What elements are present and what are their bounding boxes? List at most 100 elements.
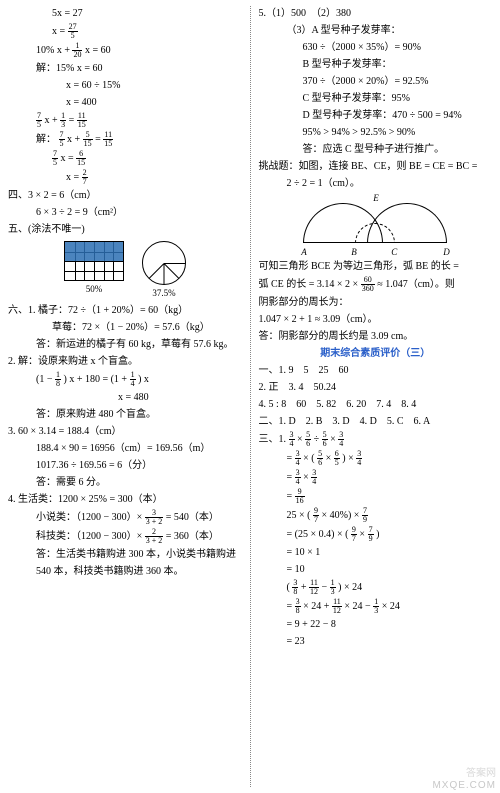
t: x = bbox=[52, 26, 68, 37]
sec6: 188.4 × 90 = 16956（cm）= 169.56（m） bbox=[8, 441, 242, 456]
sec6: 2. 解：设原来购进 x 个盲盒。 bbox=[8, 354, 242, 369]
watermark-bottom: MXQE.COM bbox=[432, 780, 496, 791]
sec6: 答：生活类书籍购进 300 本，小说类书籍购进 bbox=[8, 547, 242, 562]
frac: 34 bbox=[338, 431, 344, 448]
t: ) x + 180 = (1 + bbox=[63, 373, 129, 384]
t: 小说类：（1200 − 300）× bbox=[36, 511, 145, 522]
t: x = 60 bbox=[85, 45, 111, 56]
sec6: 4. 生活类：1200 × 25% = 300（本） bbox=[8, 492, 242, 507]
eq: 75 x = 615 bbox=[8, 150, 242, 167]
r5: 95% > 94% > 92.5% > 90% bbox=[259, 125, 493, 140]
y: = 916 bbox=[259, 488, 493, 505]
y: = 23 bbox=[259, 634, 493, 649]
t: + bbox=[301, 582, 309, 593]
frac: 79 bbox=[368, 526, 374, 543]
t: = bbox=[287, 453, 295, 464]
t: ) bbox=[376, 529, 379, 540]
t: × 24 − bbox=[344, 601, 373, 612]
t: ( bbox=[287, 582, 290, 593]
frac: 75 bbox=[52, 150, 58, 167]
y: 4. 5 : 8 60 5. 82 6. 20 7. 4 8. 4 bbox=[259, 397, 493, 412]
frac: 34 bbox=[289, 431, 295, 448]
frac: 13 bbox=[373, 598, 379, 615]
sec6: 科技类：（1200 − 300）× 23 + 2 = 360（本） bbox=[8, 528, 242, 545]
grid-pct: 50% bbox=[64, 283, 124, 297]
t: × 24 bbox=[382, 601, 400, 612]
t: 10% x + bbox=[36, 45, 72, 56]
frac: 916 bbox=[295, 488, 305, 505]
section-title: 期末综合素质评价（三） bbox=[259, 346, 493, 361]
r5: D 型号种子发芽率：470 ÷ 500 = 94% bbox=[259, 108, 493, 123]
frac: 1112 bbox=[332, 598, 342, 615]
t: ≈ 1.047（cm）。则 bbox=[377, 279, 455, 290]
eq: x = 400 bbox=[8, 95, 242, 110]
y: 三、1. 34 × 56 ÷ 56 × 34 bbox=[259, 431, 493, 448]
frac: 120 bbox=[72, 42, 82, 59]
lblA: A bbox=[301, 247, 307, 257]
t: × 24 + bbox=[303, 601, 332, 612]
eq: x = 60 ÷ 15% bbox=[8, 78, 242, 93]
sec5: 五、(涂法不唯一) bbox=[8, 222, 242, 237]
frac: 275 bbox=[68, 23, 78, 40]
frac: 34 bbox=[356, 450, 362, 467]
t: = bbox=[287, 472, 295, 483]
frac: 23 + 2 bbox=[145, 528, 164, 545]
column-divider bbox=[250, 6, 251, 787]
t: = (25 × 0.4) × ( bbox=[287, 529, 349, 540]
frac: 1115 bbox=[77, 112, 87, 129]
sec6: 1017.36 ÷ 169.56 = 6（分） bbox=[8, 458, 242, 473]
sec6: 六、1. 橘子：72 ÷（1 + 20%）= 60（kg） bbox=[8, 303, 242, 318]
y: = 10 × 1 bbox=[259, 545, 493, 560]
t: x = bbox=[66, 172, 82, 183]
frac: 615 bbox=[76, 150, 86, 167]
t: × bbox=[359, 529, 367, 540]
frac: 75 bbox=[36, 112, 42, 129]
t: × bbox=[326, 453, 334, 464]
t: ÷ bbox=[314, 434, 322, 445]
frac: 60360 bbox=[361, 276, 375, 293]
t: 25 × ( bbox=[287, 510, 311, 521]
t: = bbox=[287, 601, 295, 612]
lblB: B bbox=[351, 247, 357, 257]
frac: 33 + 2 bbox=[145, 509, 164, 526]
eq: 解： 75 x + 515 = 1115 bbox=[8, 131, 242, 148]
t: × 40%) × bbox=[321, 510, 361, 521]
t: × bbox=[297, 434, 305, 445]
y: = 34 × 34 bbox=[259, 469, 493, 486]
t: 解： bbox=[36, 134, 56, 145]
frac: 13 bbox=[330, 579, 336, 596]
frac: 56 bbox=[322, 431, 328, 448]
sec6: 答：新运进的橘子有 60 kg，草莓有 57.6 kg。 bbox=[8, 337, 242, 352]
t: ) × bbox=[342, 453, 356, 464]
sec6: 小说类：（1200 − 300）× 33 + 2 = 540（本） bbox=[8, 509, 242, 526]
grid-wrap: 50% bbox=[64, 241, 124, 297]
frac: 65 bbox=[334, 450, 340, 467]
frac: 1112 bbox=[309, 579, 319, 596]
r5: C 型号种子发芽率：95% bbox=[259, 91, 493, 106]
frac: 38 bbox=[295, 598, 301, 615]
sec6: 答：原来购进 480 个盲盒。 bbox=[8, 407, 242, 422]
lblC: C bbox=[391, 247, 397, 257]
frac: 27 bbox=[82, 169, 88, 186]
shapes: 50% 37.5% bbox=[36, 241, 242, 301]
y: = 10 bbox=[259, 562, 493, 577]
t: (1 − bbox=[36, 373, 55, 384]
t: − bbox=[321, 582, 329, 593]
sec6: 草莓：72 ×（1 − 20%）= 57.6（kg） bbox=[8, 320, 242, 335]
t: = 360（本） bbox=[166, 530, 219, 541]
t: = bbox=[95, 134, 103, 145]
frac: 38 bbox=[292, 579, 298, 596]
tc: 可知三角形 BCE 为等边三角形，弧 BE 的长 = bbox=[259, 259, 493, 274]
frac: 34 bbox=[311, 469, 317, 486]
r5: 630 ÷（2000 × 35%）= 90% bbox=[259, 40, 493, 55]
r5: （3）A 型号种子发芽率： bbox=[259, 23, 493, 38]
y: 二、1. D 2. B 3. D 4. D 5. C 6. A bbox=[259, 414, 493, 429]
sec6: 3. 60 × 3.14 = 188.4（cm） bbox=[8, 424, 242, 439]
t: = bbox=[287, 491, 295, 502]
y: 2. 正 3. 4 50.24 bbox=[259, 380, 493, 395]
frac: 13 bbox=[60, 112, 66, 129]
eq: 75 x + 13 = 1115 bbox=[8, 112, 242, 129]
sec4: 四、3 × 2 = 6（cm） bbox=[8, 188, 242, 203]
t: ) x bbox=[138, 373, 149, 384]
t: × ( bbox=[303, 453, 314, 464]
